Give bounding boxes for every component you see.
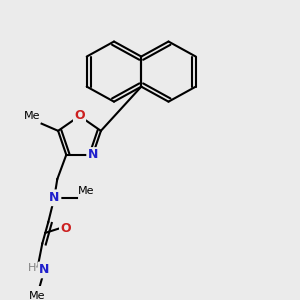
Text: Me: Me: [78, 186, 95, 197]
Text: O: O: [74, 110, 85, 122]
Text: N: N: [49, 191, 59, 204]
Text: H: H: [28, 263, 36, 273]
Text: Me: Me: [24, 111, 40, 122]
Text: Me: Me: [28, 291, 45, 300]
Text: N: N: [88, 148, 98, 161]
Text: O: O: [60, 222, 71, 235]
Text: N: N: [39, 263, 50, 277]
